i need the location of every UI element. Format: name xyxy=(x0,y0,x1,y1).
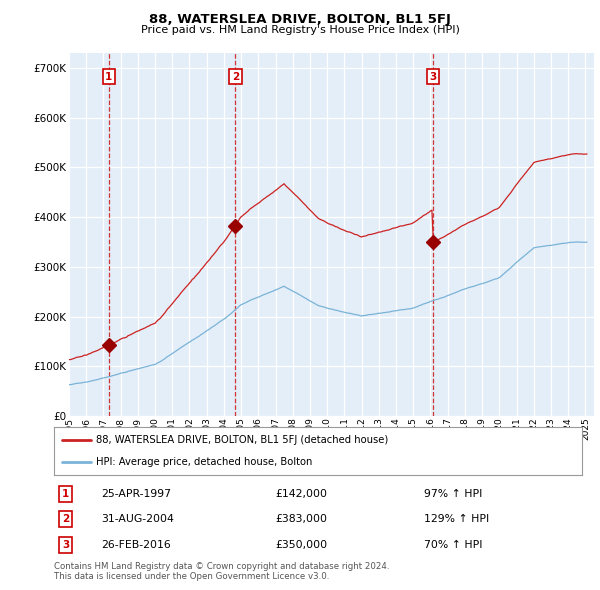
Text: 2: 2 xyxy=(62,514,69,525)
Text: 25-APR-1997: 25-APR-1997 xyxy=(101,489,172,499)
Text: 97% ↑ HPI: 97% ↑ HPI xyxy=(424,489,482,499)
Text: This data is licensed under the Open Government Licence v3.0.: This data is licensed under the Open Gov… xyxy=(54,572,329,581)
Text: £383,000: £383,000 xyxy=(276,514,328,525)
Text: 70% ↑ HPI: 70% ↑ HPI xyxy=(424,540,482,550)
Text: 3: 3 xyxy=(62,540,69,550)
Text: 2: 2 xyxy=(232,72,239,81)
Text: 1: 1 xyxy=(106,72,113,81)
Text: 31-AUG-2004: 31-AUG-2004 xyxy=(101,514,175,525)
Text: 1: 1 xyxy=(62,489,69,499)
Text: 26-FEB-2016: 26-FEB-2016 xyxy=(101,540,171,550)
Text: 88, WATERSLEA DRIVE, BOLTON, BL1 5FJ: 88, WATERSLEA DRIVE, BOLTON, BL1 5FJ xyxy=(149,13,451,26)
Text: 3: 3 xyxy=(430,72,437,81)
Text: 129% ↑ HPI: 129% ↑ HPI xyxy=(424,514,489,525)
Text: HPI: Average price, detached house, Bolton: HPI: Average price, detached house, Bolt… xyxy=(96,457,313,467)
Text: £350,000: £350,000 xyxy=(276,540,328,550)
Text: Contains HM Land Registry data © Crown copyright and database right 2024.: Contains HM Land Registry data © Crown c… xyxy=(54,562,389,571)
Text: Price paid vs. HM Land Registry's House Price Index (HPI): Price paid vs. HM Land Registry's House … xyxy=(140,25,460,35)
Text: 88, WATERSLEA DRIVE, BOLTON, BL1 5FJ (detached house): 88, WATERSLEA DRIVE, BOLTON, BL1 5FJ (de… xyxy=(96,435,388,445)
Text: £142,000: £142,000 xyxy=(276,489,328,499)
